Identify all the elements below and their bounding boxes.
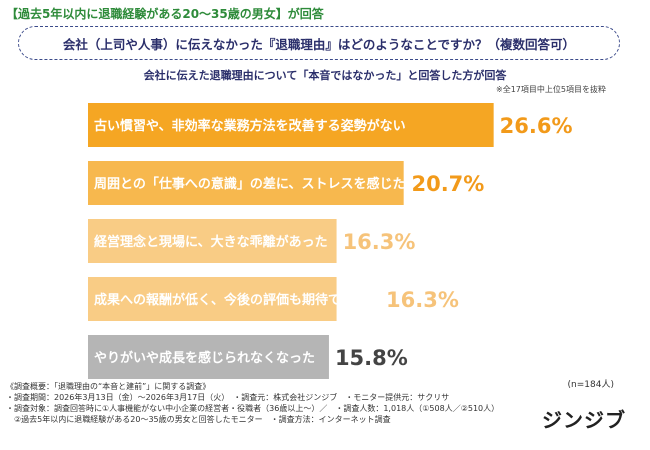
bar <box>88 161 404 205</box>
bar-value-label: 16.3% <box>343 230 416 254</box>
question-text: 会社（上司や人事）に伝えなかった『退職理由』はどのようなことですか？（複数回答可… <box>62 36 576 52</box>
bar-category-label: 古い慣習や、非効率な業務方法を改善する姿勢がない <box>94 118 406 134</box>
respondent-tag: 【過去5年以内に退職経験がある20〜35歳の男女】が回答 <box>6 7 324 21</box>
question-box: 会社（上司や人事）に伝えなかった『退職理由』はどのようなことですか？（複数回答可… <box>18 26 620 60</box>
bar-chart: 古い慣習や、非効率な業務方法を改善する姿勢がない 26.6% 周囲との「仕事への意識… <box>88 103 573 379</box>
bar <box>88 219 337 263</box>
footer-line: ②過去5年以内に退職経験がある20〜35歳の男女と回答したモニター ・調査方法：… <box>6 415 391 424</box>
bar-value-label: 15.8% <box>335 346 408 370</box>
bar <box>88 335 329 379</box>
chart-note: ※全17項目中上位5項目を抜粋 <box>496 85 606 94</box>
bar-value-label: 16.3% <box>386 288 459 312</box>
footer-line: ・調査期間：2026年3月13日（金）〜2026年3月17日（火） ・調査元：株… <box>6 393 450 402</box>
bar <box>88 277 337 321</box>
bar-category-label: やりがいや成長を感じられなくなった <box>94 350 315 366</box>
sample-size: (n=184人) <box>567 380 614 390</box>
bar-category-label: 経営理念と現場に、大きな乖離があった <box>94 234 328 250</box>
footer-line: ・調査対象：調査回答時に①人事機能がない中小企業の経営者・役職者（36歳以上〜）… <box>6 404 500 413</box>
bar-value-label: 26.6% <box>500 114 573 138</box>
bar <box>88 103 494 147</box>
bar-category-label: 周囲との「仕事への意識」の差に、ストレスを感じた <box>94 176 405 192</box>
bar-category-label: 成果への報酬が低く、今後の評価も期待できない <box>94 292 380 308</box>
company-logo: ジンジブ <box>542 408 626 432</box>
bar-value-label: 20.7% <box>411 172 484 196</box>
survey-footer: 《調査概要：「退職理由の“本音と建前”」に関する調査》 ・調査期間：2026年3… <box>6 381 499 425</box>
chart-subtitle: 会社に伝えた退職理由について「本音ではなかった」と回答した方が回答 <box>143 69 507 82</box>
footer-line: 《調査概要：「退職理由の“本音と建前”」に関する調査》 <box>6 382 211 391</box>
